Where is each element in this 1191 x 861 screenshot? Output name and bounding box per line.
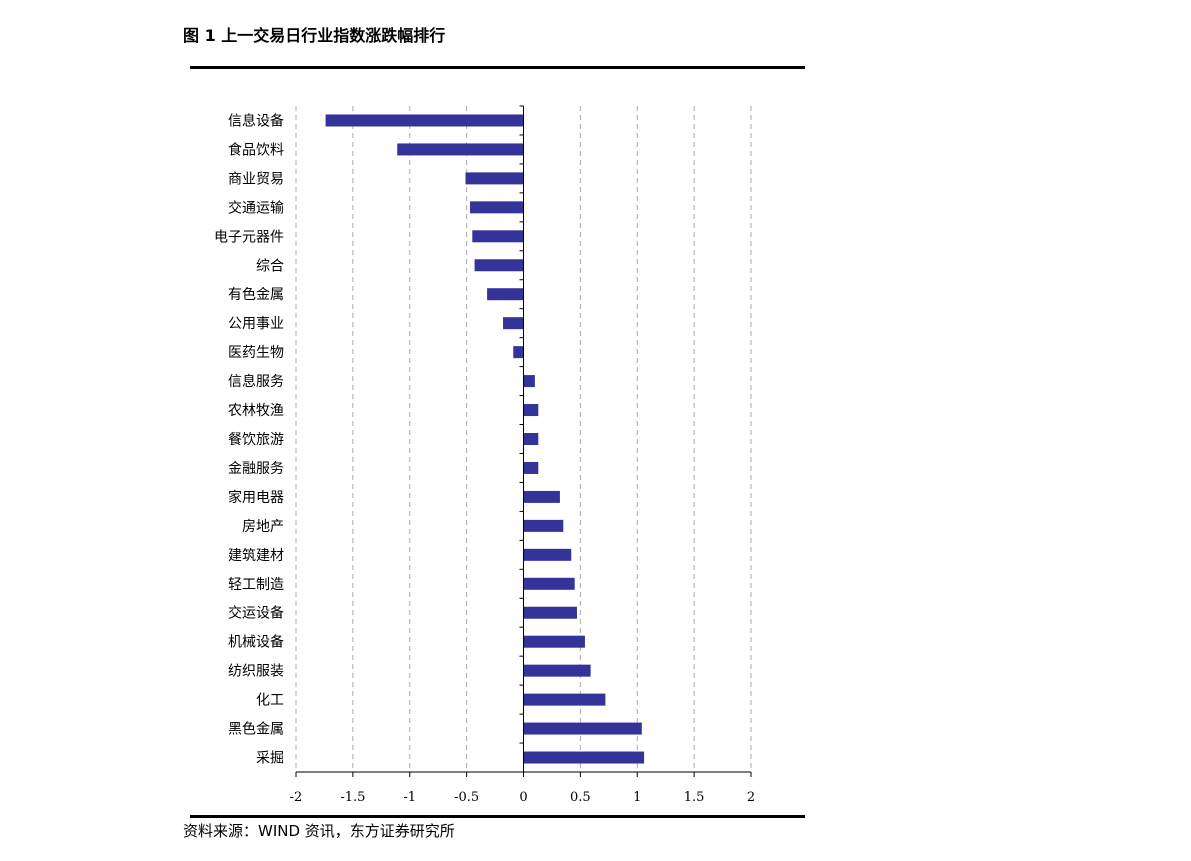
bar-农林牧渔 xyxy=(523,404,539,417)
category-label: 电子元器件 xyxy=(214,229,284,245)
category-labels: 信息设备食品饮料商业贸易交通运输电子元器件综合有色金属公用事业医药生物信息服务农… xyxy=(214,112,284,766)
bar-交通运输 xyxy=(470,201,524,214)
x-tick-label: 2 xyxy=(747,790,755,805)
axes xyxy=(295,105,752,777)
bar-建筑建材 xyxy=(523,548,572,561)
category-label: 商业贸易 xyxy=(228,171,284,187)
bottom-rule xyxy=(190,815,805,818)
category-label: 建筑建材 xyxy=(228,548,284,564)
bar-采掘 xyxy=(523,751,645,764)
category-label: 综合 xyxy=(256,258,284,274)
category-label: 交运设备 xyxy=(228,605,284,622)
x-tick-label: -0.5 xyxy=(454,790,479,805)
category-label: 金融服务 xyxy=(228,461,284,477)
x-tick-label: 0 xyxy=(519,790,527,805)
chart-title: 图 1 上一交易日行业指数涨跌幅排行 xyxy=(183,26,446,45)
category-label: 有色金属 xyxy=(228,286,284,303)
top-rule xyxy=(190,66,805,69)
bar-医药生物 xyxy=(513,346,524,359)
bar-餐饮旅游 xyxy=(523,433,539,445)
x-tick-label: 1 xyxy=(633,790,641,805)
tick-labels: -2 -1.5 -1 -0.5 0 0.5 1 1.5 2 xyxy=(290,790,755,805)
x-tick-label: 1.5 xyxy=(684,790,705,805)
bar-机械设备 xyxy=(523,635,585,648)
category-label: 机械设备 xyxy=(228,634,284,651)
bar-交运设备 xyxy=(523,606,577,619)
category-label: 农林牧渔 xyxy=(228,403,284,419)
category-label: 医药生物 xyxy=(228,345,284,361)
category-label: 信息服务 xyxy=(228,373,284,390)
bar-家用电器 xyxy=(523,490,560,503)
category-label: 家用电器 xyxy=(228,489,284,506)
bar-轻工制造 xyxy=(523,577,575,590)
category-label: 化工 xyxy=(256,693,284,709)
category-label: 信息设备 xyxy=(228,112,284,129)
grid-lines xyxy=(295,106,752,772)
bar-房地产 xyxy=(523,519,564,532)
x-tick-label: 0.5 xyxy=(570,790,591,805)
bar-电子元器件 xyxy=(472,230,524,243)
category-label: 纺织服装 xyxy=(228,664,284,680)
bar-商业贸易 xyxy=(465,172,524,185)
category-label: 食品饮料 xyxy=(228,141,284,158)
category-label: 房地产 xyxy=(242,519,284,535)
bar-有色金属 xyxy=(487,288,524,301)
bar-信息设备 xyxy=(325,114,524,127)
x-tick-label: -2 xyxy=(290,790,303,805)
x-tick-label: -1 xyxy=(403,790,416,805)
bar-公用事业 xyxy=(503,317,524,330)
category-label: 餐饮旅游 xyxy=(228,432,284,448)
category-label: 采掘 xyxy=(256,751,284,767)
bar-综合 xyxy=(474,259,524,272)
bar-化工 xyxy=(523,693,606,706)
source-note: 资料来源：WIND 资讯，东方证券研究所 xyxy=(183,822,455,840)
x-tick-label: -1.5 xyxy=(340,790,365,805)
bar-黑色金属 xyxy=(523,722,642,735)
bar-纺织服装 xyxy=(523,664,591,677)
category-label: 公用事业 xyxy=(228,316,284,332)
bar-食品饮料 xyxy=(397,143,524,156)
bar-信息服务 xyxy=(523,375,535,388)
category-label: 轻工制造 xyxy=(228,577,284,593)
category-label: 黑色金属 xyxy=(228,721,284,738)
bar-金融服务 xyxy=(523,461,539,474)
category-label: 交通运输 xyxy=(228,199,284,216)
bars xyxy=(325,114,645,764)
